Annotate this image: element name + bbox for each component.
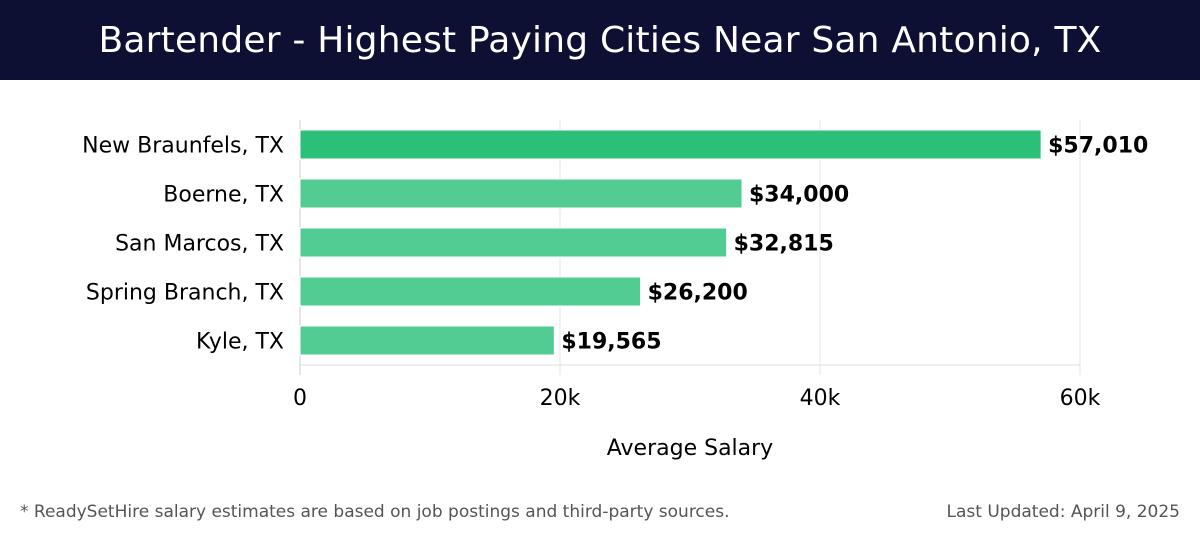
- chart-header: Bartender - Highest Paying Cities Near S…: [0, 0, 1200, 80]
- bar: [299, 227, 728, 258]
- category-label: Boerne, TX: [163, 183, 284, 208]
- x-tick-label: 20k: [540, 386, 581, 411]
- footer-disclaimer: * ReadySetHire salary estimates are base…: [20, 502, 730, 522]
- footer-updated: Last Updated: April 9, 2025: [946, 502, 1180, 522]
- value-label: $26,200: [648, 281, 748, 306]
- value-label: $32,815: [734, 232, 834, 257]
- bar-chart: 0 20k 40k 60k New Braunfels, TX $57,010 Boerne…: [82, 120, 1148, 461]
- category-label: Spring Branch, TX: [86, 281, 284, 306]
- value-label: $19,565: [561, 330, 661, 355]
- category-label: New Braunfels, TX: [82, 134, 284, 159]
- x-tick-label: 0: [293, 386, 307, 411]
- x-tick-label: 60k: [1060, 386, 1101, 411]
- bar: [299, 178, 743, 209]
- category-label: Kyle, TX: [196, 330, 284, 355]
- labels: 0 20k 40k 60k New Braunfels, TX $57,010 Boerne…: [82, 134, 1148, 412]
- x-tick-label: 40k: [800, 386, 841, 411]
- bar: [299, 276, 642, 307]
- bar: [299, 129, 1042, 160]
- x-axis-title: Average Salary: [607, 436, 773, 461]
- bars: [299, 129, 1042, 356]
- bar: [299, 325, 555, 356]
- value-label: $57,010: [1048, 134, 1148, 159]
- chart-title: Bartender - Highest Paying Cities Near S…: [98, 19, 1102, 61]
- category-label: San Marcos, TX: [115, 232, 284, 257]
- value-label: $34,000: [749, 183, 849, 208]
